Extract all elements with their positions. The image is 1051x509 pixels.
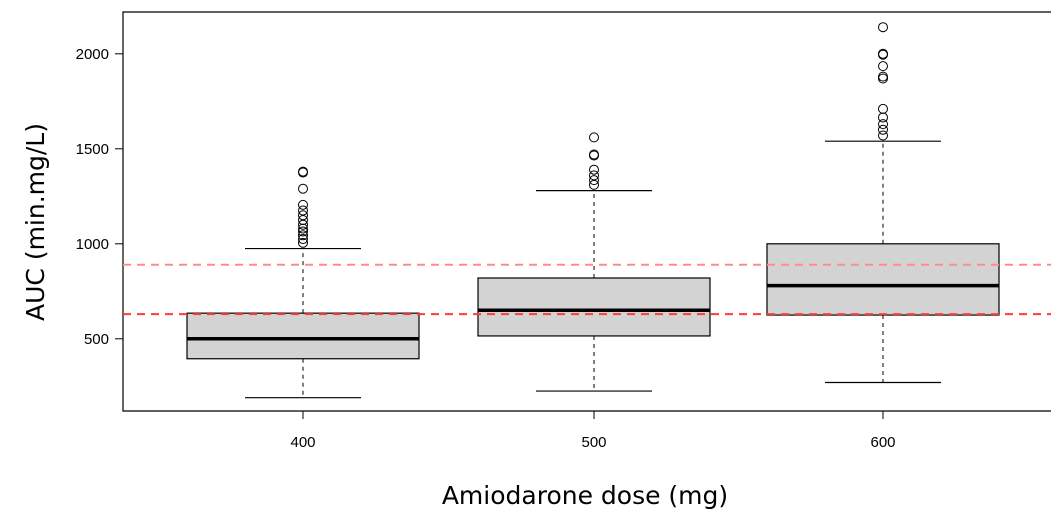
outlier-point: [298, 230, 308, 241]
outlier-point: [298, 183, 308, 194]
y-tick-label: 2000: [76, 46, 109, 63]
outlier-point: [878, 103, 888, 114]
outlier-point: [878, 48, 888, 59]
outlier-point: [589, 149, 599, 160]
y-tick-label: 1500: [76, 141, 109, 158]
outlier-point: [589, 164, 599, 175]
x-tick-label: 500: [581, 434, 606, 451]
x-tick-label: 400: [290, 434, 315, 451]
y-tick-label: 1000: [76, 236, 109, 253]
outlier-point: [878, 124, 888, 135]
outlier-point: [589, 132, 599, 143]
outlier-point: [878, 22, 888, 33]
y-tick-label: 500: [84, 331, 109, 348]
plot-area: 500 1000 1500 2000 400 500 600: [76, 11, 1051, 451]
outlier-point: [878, 61, 888, 72]
box-500: [477, 277, 711, 337]
x-tick-label: 600: [870, 434, 895, 451]
outlier-point: [589, 170, 599, 181]
outlier-point: [878, 130, 888, 141]
x-axis-title: Amiodarone dose (mg): [442, 481, 728, 509]
box-400: [186, 312, 420, 360]
box-600: [766, 243, 1000, 316]
plot-frame: [122, 11, 1051, 412]
outlier-point: [878, 112, 888, 123]
outlier-point: [298, 199, 308, 210]
y-axis-title: AUC (min.mg/L): [21, 123, 50, 321]
outlier-point: [878, 119, 888, 130]
outlier-point: [298, 226, 308, 237]
outlier-point: [298, 237, 308, 248]
outlier-point: [878, 73, 888, 84]
outlier-point: [298, 205, 308, 216]
outlier-point: [298, 166, 308, 177]
outlier-point: [589, 175, 599, 186]
outlier-point: [878, 71, 888, 82]
outlier-point: [298, 234, 308, 245]
outlier-point: [298, 210, 308, 221]
